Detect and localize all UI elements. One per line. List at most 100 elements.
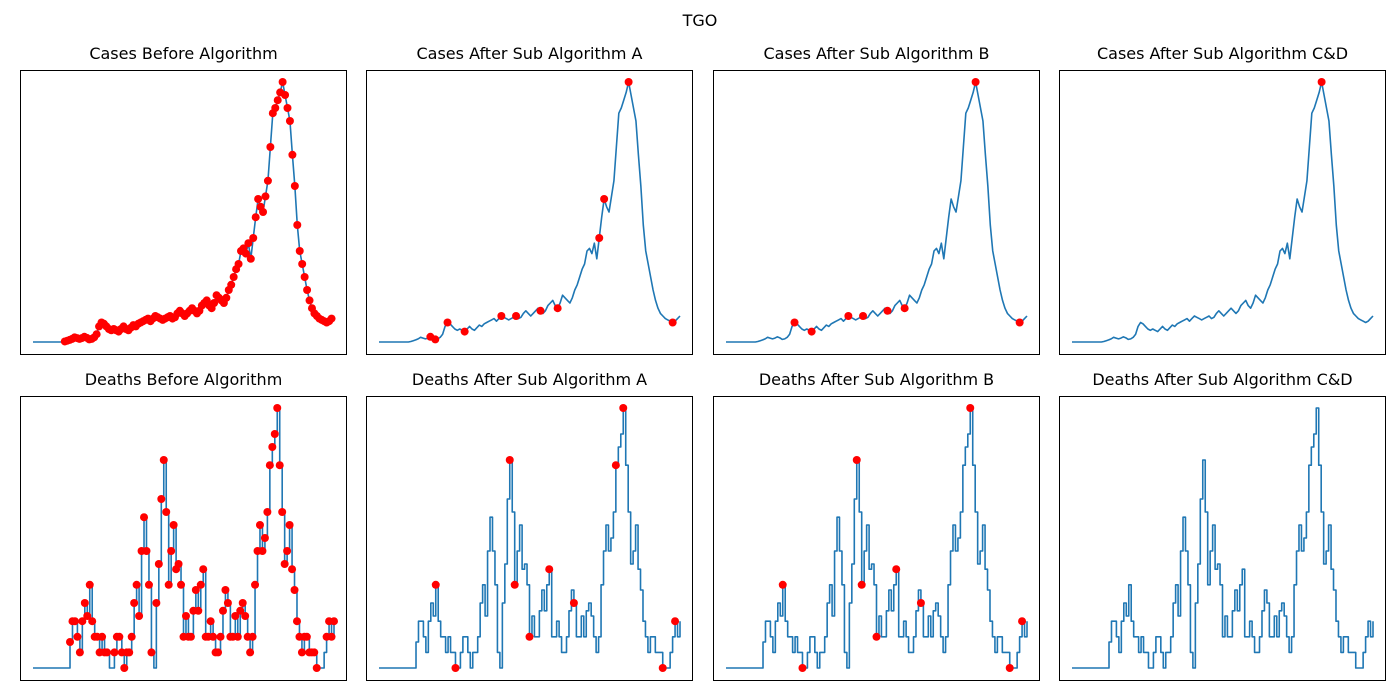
peak-marker (273, 96, 282, 105)
peak-marker (246, 254, 255, 263)
peak-marker (1015, 318, 1024, 327)
peak-marker (327, 632, 336, 641)
peak-marker (152, 599, 161, 607)
peak-marker (246, 648, 255, 657)
subplot-8: Deaths After Sub Algorithm C&D (1059, 370, 1386, 681)
peak-marker (130, 599, 139, 607)
peak-marker (285, 521, 294, 529)
peak-marker (162, 508, 171, 516)
peak-marker (88, 617, 97, 626)
peak-marker (505, 456, 514, 464)
peak-marker (251, 580, 260, 589)
subplot-1: Cases Before Algorithm (20, 44, 347, 355)
peak-marker (883, 306, 892, 315)
axes-frame (20, 70, 347, 355)
peak-marker (658, 664, 667, 672)
peak-marker (268, 443, 277, 451)
series-line (33, 407, 335, 669)
peak-marker (431, 335, 440, 344)
plot-area (1059, 70, 1386, 355)
peak-marker (300, 273, 309, 281)
series-line (726, 81, 1028, 343)
peak-marker (283, 547, 292, 555)
peak-marker (80, 599, 89, 607)
peak-marker (196, 580, 205, 589)
peak-marker (280, 560, 289, 568)
peak-marker (312, 664, 321, 672)
plot-area (20, 396, 347, 681)
peak-marker (120, 664, 129, 672)
peak-marker (285, 117, 294, 125)
peak-marker (497, 312, 506, 320)
peak-marker (210, 299, 219, 307)
subplot-title: Cases After Sub Algorithm C&D (1096, 44, 1349, 63)
plot-area (366, 70, 693, 355)
peak-marker (177, 580, 186, 589)
peak-marker (254, 195, 263, 203)
subplot-title: Cases After Sub Algorithm B (763, 44, 990, 63)
peak-marker (92, 330, 101, 339)
subplot-title: Cases Before Algorithm (89, 44, 278, 63)
subplot-2: Cases After Sub Algorithm A (366, 44, 693, 355)
peak-marker (266, 143, 275, 151)
subplot-4: Cases After Sub Algorithm C&D (1059, 44, 1386, 355)
peak-marker (263, 508, 272, 516)
peak-marker (159, 456, 168, 464)
peak-marker (142, 547, 151, 555)
peak-marker (147, 648, 156, 657)
peak-marker (73, 632, 82, 641)
peak-marker (221, 586, 230, 594)
peak-marker (283, 104, 292, 112)
peak-marker (110, 648, 119, 657)
series-line (379, 81, 681, 343)
peak-marker (144, 580, 153, 589)
peak-marker (278, 508, 287, 516)
peak-marker (330, 617, 338, 626)
peak-marker (167, 547, 176, 555)
peak-marker (75, 648, 84, 657)
peak-marker (600, 195, 609, 203)
peak-marker (1005, 664, 1014, 672)
peak-marker (545, 565, 554, 574)
peak-marker (135, 612, 144, 620)
peak-marker (569, 599, 578, 607)
peak-marker (292, 617, 301, 626)
peak-marker (174, 560, 183, 568)
peak-marker (443, 318, 452, 327)
peak-marker (241, 249, 250, 258)
peak-marker (859, 312, 868, 320)
peak-marker (259, 208, 268, 216)
peak-marker (790, 318, 799, 327)
peak-marker (229, 273, 238, 281)
peak-marker (191, 586, 200, 594)
axes-frame (366, 396, 693, 681)
peak-marker (512, 312, 521, 320)
peak-marker (619, 404, 628, 412)
peak-marker (624, 78, 633, 86)
plot-area (20, 70, 347, 355)
peak-marker (668, 318, 677, 327)
peak-marker (281, 91, 290, 99)
peak-marker (125, 648, 134, 657)
peak-marker (595, 234, 604, 242)
peak-marker (231, 612, 240, 620)
peak-marker (66, 638, 75, 646)
peak-marker (270, 430, 279, 438)
peak-marker (536, 306, 545, 315)
peak-marker (916, 599, 925, 607)
subplot-title: Deaths After Sub Algorithm A (411, 370, 648, 389)
peak-marker (186, 632, 195, 641)
peak-marker (83, 612, 92, 620)
peak-marker (288, 565, 297, 574)
peak-marker (297, 648, 306, 657)
peak-marker (872, 632, 881, 641)
series-line (726, 407, 1028, 669)
axes-frame (1059, 396, 1386, 681)
peak-marker (798, 664, 807, 672)
peak-marker (900, 304, 909, 313)
peak-marker (310, 648, 319, 657)
subplot-title: Cases After Sub Algorithm A (416, 44, 643, 63)
peak-marker (278, 78, 287, 86)
peak-marker (303, 286, 312, 294)
peak-marker (218, 606, 227, 615)
